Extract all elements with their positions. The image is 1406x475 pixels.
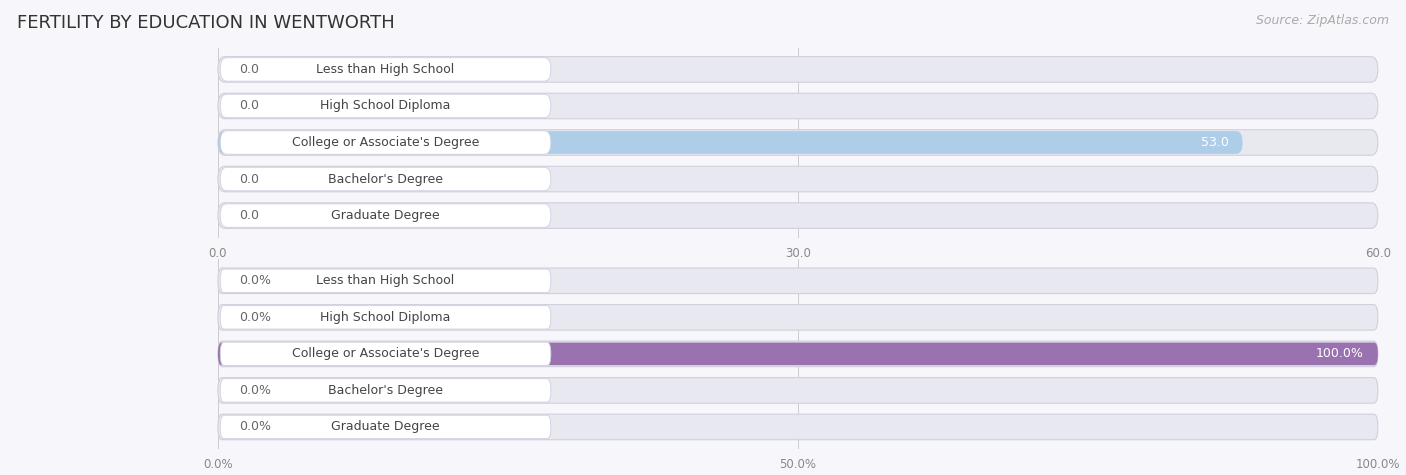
- FancyBboxPatch shape: [221, 305, 551, 329]
- FancyBboxPatch shape: [221, 379, 551, 402]
- Text: High School Diploma: High School Diploma: [321, 99, 451, 113]
- Text: 0.0: 0.0: [239, 209, 259, 222]
- FancyBboxPatch shape: [218, 93, 1378, 119]
- FancyBboxPatch shape: [221, 167, 551, 191]
- Text: 0.0%: 0.0%: [239, 420, 271, 434]
- Text: Graduate Degree: Graduate Degree: [332, 209, 440, 222]
- FancyBboxPatch shape: [221, 415, 551, 438]
- FancyBboxPatch shape: [221, 58, 551, 81]
- Text: 0.0%: 0.0%: [239, 311, 271, 324]
- Text: College or Associate's Degree: College or Associate's Degree: [292, 136, 479, 149]
- Text: FERTILITY BY EDUCATION IN WENTWORTH: FERTILITY BY EDUCATION IN WENTWORTH: [17, 14, 395, 32]
- Text: Bachelor's Degree: Bachelor's Degree: [328, 384, 443, 397]
- Text: High School Diploma: High School Diploma: [321, 311, 451, 324]
- FancyBboxPatch shape: [218, 414, 1378, 440]
- Text: Source: ZipAtlas.com: Source: ZipAtlas.com: [1256, 14, 1389, 27]
- Text: Bachelor's Degree: Bachelor's Degree: [328, 172, 443, 186]
- Text: Graduate Degree: Graduate Degree: [332, 420, 440, 434]
- FancyBboxPatch shape: [221, 269, 551, 293]
- FancyBboxPatch shape: [218, 203, 1378, 228]
- Text: 53.0: 53.0: [1201, 136, 1229, 149]
- FancyBboxPatch shape: [218, 131, 1243, 154]
- FancyBboxPatch shape: [218, 378, 1378, 403]
- FancyBboxPatch shape: [218, 57, 1378, 82]
- Text: 0.0: 0.0: [239, 99, 259, 113]
- FancyBboxPatch shape: [221, 94, 551, 118]
- FancyBboxPatch shape: [221, 342, 551, 366]
- FancyBboxPatch shape: [218, 342, 1378, 365]
- Text: Less than High School: Less than High School: [316, 274, 454, 287]
- Text: 100.0%: 100.0%: [1316, 347, 1364, 361]
- FancyBboxPatch shape: [218, 341, 1378, 367]
- FancyBboxPatch shape: [221, 204, 551, 227]
- FancyBboxPatch shape: [221, 131, 551, 154]
- Text: 0.0: 0.0: [239, 172, 259, 186]
- Text: 0.0%: 0.0%: [239, 384, 271, 397]
- FancyBboxPatch shape: [218, 304, 1378, 330]
- FancyBboxPatch shape: [218, 268, 1378, 294]
- Text: College or Associate's Degree: College or Associate's Degree: [292, 347, 479, 361]
- Text: 0.0%: 0.0%: [239, 274, 271, 287]
- Text: Less than High School: Less than High School: [316, 63, 454, 76]
- Text: 0.0: 0.0: [239, 63, 259, 76]
- FancyBboxPatch shape: [218, 130, 1378, 155]
- FancyBboxPatch shape: [218, 166, 1378, 192]
